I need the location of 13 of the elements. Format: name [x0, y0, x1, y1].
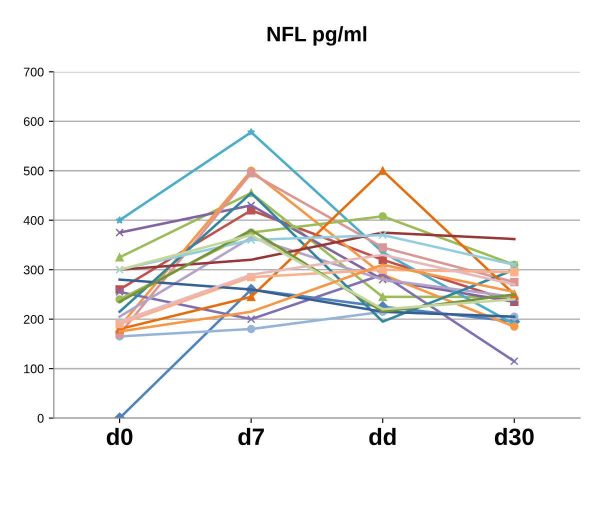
y-tick-label: 0: [38, 414, 44, 423]
x-tick-label: d0: [106, 428, 132, 446]
x-tick-label: d7: [238, 428, 264, 446]
y-tick-label: 100: [24, 364, 44, 374]
y-tick-label: 500: [24, 166, 44, 176]
y-tick-label: 600: [24, 117, 44, 126]
y-tick-label: 700: [24, 68, 44, 76]
y-tick-label: 400: [24, 216, 44, 225]
y-tick-label: 300: [24, 265, 44, 274]
x-tick-label: dd: [369, 428, 396, 446]
y-tick-label: 200: [24, 314, 44, 324]
x-tick-label: d30: [494, 428, 534, 446]
chart-title: NFL pg/ml: [268, 26, 366, 46]
